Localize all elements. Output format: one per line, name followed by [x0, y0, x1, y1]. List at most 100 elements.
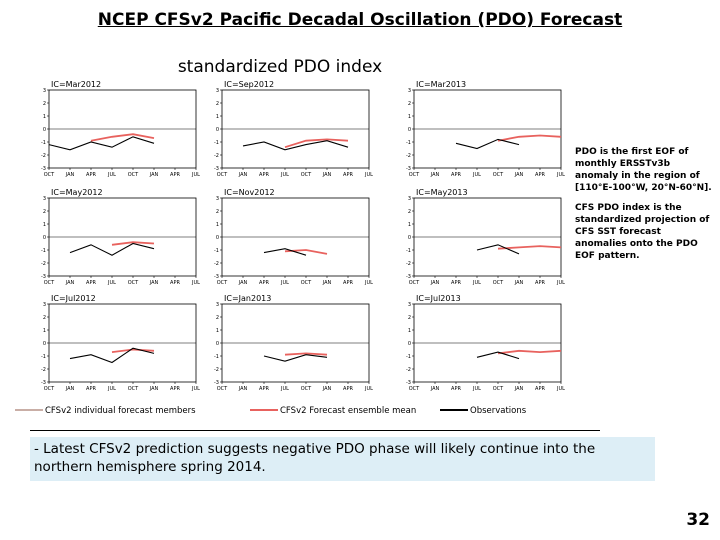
- x-tick-label: JAN: [238, 386, 248, 392]
- divider: [30, 430, 600, 431]
- ensemble-mean-line: [497, 349, 562, 355]
- ensemble-mean-line: [90, 133, 155, 142]
- legend-label: CFSv2 Forecast ensemble mean: [280, 406, 416, 416]
- y-tick-label: 1: [408, 222, 411, 228]
- x-tick-label: APR: [343, 172, 353, 178]
- x-tick-label: APR: [343, 280, 353, 286]
- y-tick-label: 2: [408, 315, 411, 321]
- y-tick-label: -3: [214, 274, 219, 280]
- y-tick-label: 3: [216, 196, 219, 202]
- x-tick-label: APR: [86, 280, 96, 286]
- x-tick-label: JUL: [280, 386, 289, 392]
- x-tick-label: JAN: [430, 280, 440, 286]
- y-tick-label: 0: [43, 341, 46, 347]
- y-tick-label: 2: [216, 315, 219, 321]
- observation-line: [69, 242, 155, 256]
- y-tick-label: -2: [41, 261, 46, 267]
- x-tick-label: OCT: [493, 280, 504, 286]
- y-tick-label: -2: [406, 261, 411, 267]
- x-tick-label: JUL: [472, 280, 481, 286]
- panel-label: IC=Jul2012: [51, 294, 96, 303]
- y-tick-label: 3: [408, 196, 411, 202]
- y-tick-label: 2: [43, 101, 46, 107]
- x-tick-label: JUL: [191, 386, 200, 392]
- y-tick-label: -1: [41, 248, 46, 254]
- y-tick-label: 0: [408, 235, 411, 241]
- x-tick-label: JUL: [364, 386, 373, 392]
- y-tick-label: -2: [214, 261, 219, 267]
- x-tick-label: APR: [259, 172, 269, 178]
- y-tick-label: 1: [43, 328, 46, 334]
- y-tick-label: 3: [43, 88, 46, 94]
- x-tick-label: JUL: [472, 172, 481, 178]
- x-tick-label: JUL: [280, 280, 289, 286]
- y-tick-label: -2: [41, 153, 46, 159]
- x-tick-label: JAN: [238, 280, 248, 286]
- note: CFS PDO index is the standardized projec…: [575, 203, 710, 261]
- slide-title: NCEP CFSv2 Pacific Decadal Oscillation (…: [97, 10, 623, 30]
- x-tick-label: JUL: [191, 280, 200, 286]
- y-tick-label: -1: [41, 354, 46, 360]
- x-tick-label: OCT: [493, 172, 504, 178]
- observation-line: [263, 354, 328, 362]
- legend-label: CFSv2 individual forecast members: [45, 406, 196, 416]
- y-tick-label: 1: [216, 328, 219, 334]
- y-tick-label: 0: [216, 341, 219, 347]
- y-tick-label: 0: [216, 127, 219, 133]
- x-tick-label: JAN: [430, 172, 440, 178]
- x-tick-label: JAN: [238, 172, 248, 178]
- ensemble-mean-line: [284, 138, 349, 149]
- y-tick-label: 1: [43, 222, 46, 228]
- observation-line: [263, 248, 307, 256]
- figure-title: standardized PDO index: [178, 57, 382, 77]
- observation-line: [242, 140, 349, 151]
- x-tick-label: APR: [535, 172, 545, 178]
- x-tick-label: JUL: [472, 386, 481, 392]
- panel-label: IC=May2012: [51, 188, 103, 197]
- y-tick-label: 1: [216, 114, 219, 120]
- x-tick-label: JAN: [65, 386, 75, 392]
- x-tick-label: JUL: [556, 280, 565, 286]
- y-tick-label: 3: [43, 302, 46, 308]
- y-tick-label: 1: [43, 114, 46, 120]
- observation-line: [476, 244, 520, 255]
- y-tick-label: -2: [214, 153, 219, 159]
- x-tick-label: APR: [259, 280, 269, 286]
- x-tick-label: JAN: [514, 386, 524, 392]
- observation-line: [69, 347, 155, 364]
- summary: - Latest CFSv2 prediction suggests negat…: [30, 437, 655, 481]
- x-tick-label: APR: [343, 386, 353, 392]
- y-tick-label: 2: [408, 101, 411, 107]
- y-tick-label: 3: [408, 88, 411, 94]
- ensemble-mean-line: [497, 245, 562, 250]
- x-tick-label: OCT: [128, 280, 139, 286]
- x-tick-label: JAN: [149, 280, 159, 286]
- x-tick-label: JAN: [322, 280, 332, 286]
- y-tick-label: 3: [216, 302, 219, 308]
- y-tick-label: 3: [43, 196, 46, 202]
- y-tick-label: -2: [406, 153, 411, 159]
- y-tick-label: -3: [214, 380, 219, 386]
- y-tick-label: 1: [408, 114, 411, 120]
- y-tick-label: -1: [214, 140, 219, 146]
- y-tick-label: 0: [43, 127, 46, 133]
- y-tick-label: 2: [216, 101, 219, 107]
- x-tick-label: OCT: [44, 172, 55, 178]
- x-tick-label: APR: [451, 280, 461, 286]
- observation-line: [476, 351, 520, 360]
- y-tick-label: 1: [216, 222, 219, 228]
- x-tick-label: JUL: [280, 172, 289, 178]
- x-tick-label: JAN: [514, 280, 524, 286]
- panel-label: IC=Sep2012: [224, 80, 274, 89]
- panel-label: IC=May2013: [416, 188, 468, 197]
- x-tick-label: OCT: [44, 386, 55, 392]
- x-tick-label: APR: [170, 386, 180, 392]
- y-tick-label: 2: [408, 209, 411, 215]
- ensemble-mean-line: [111, 348, 155, 353]
- x-tick-label: JAN: [322, 172, 332, 178]
- x-tick-label: OCT: [301, 386, 312, 392]
- x-tick-label: APR: [259, 386, 269, 392]
- y-tick-label: 3: [408, 302, 411, 308]
- y-tick-label: -3: [406, 274, 411, 280]
